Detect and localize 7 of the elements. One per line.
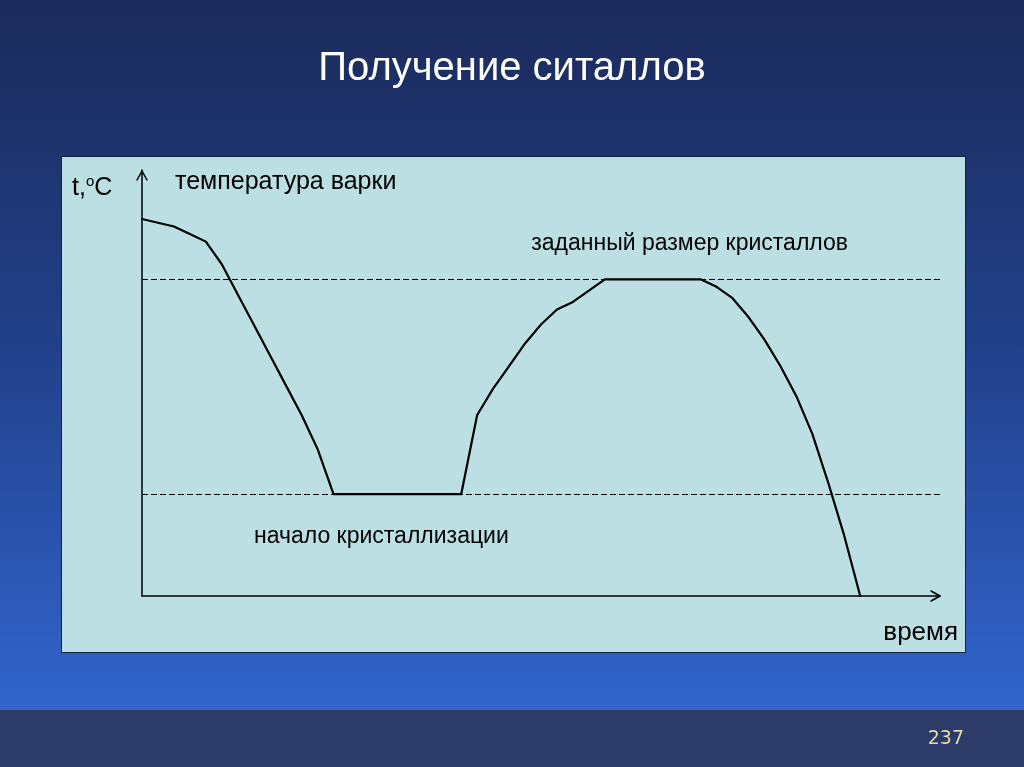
text: температура варки [175,165,397,194]
ref-line-label: начало кристаллизации [254,521,509,548]
text: 237 [927,726,964,748]
x-axis-title: время [883,616,958,646]
chart-title: Получение ситаллов [317,43,707,90]
ref-line-label: заданный размер кристаллов [531,228,848,255]
y-axis-title: t,$^{o}$C [72,171,113,202]
